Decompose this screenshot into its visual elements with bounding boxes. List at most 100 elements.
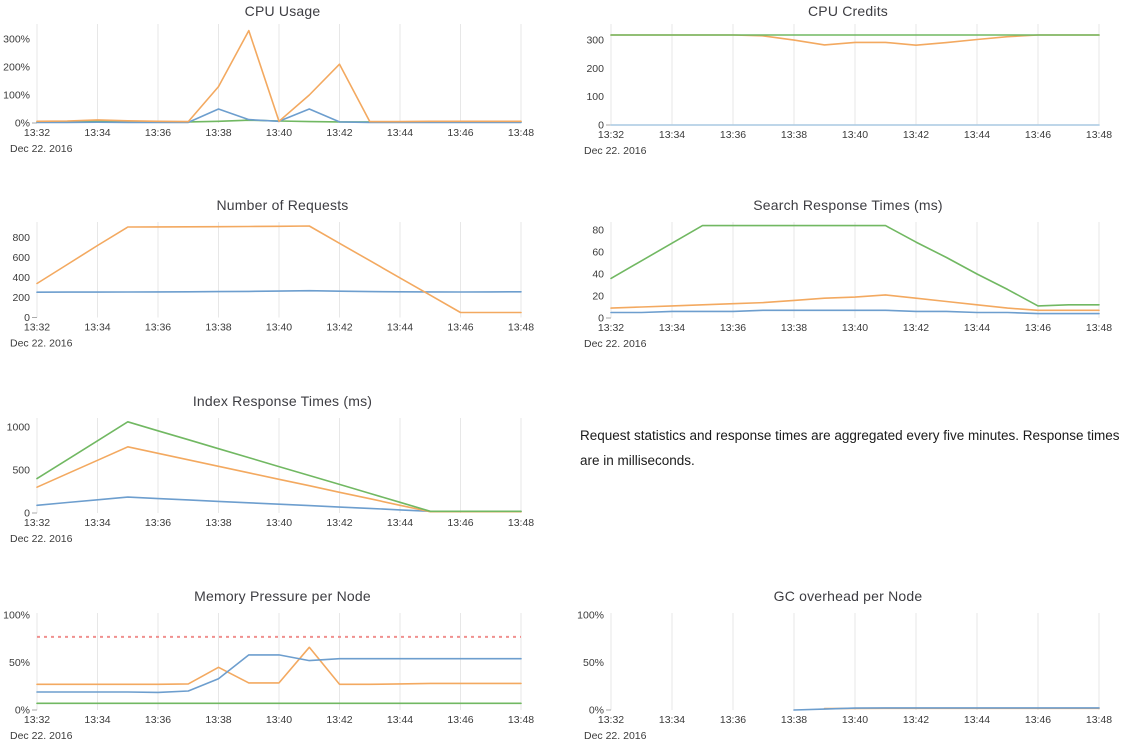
svg-text:0: 0 (24, 508, 30, 520)
svg-text:13:44: 13:44 (964, 714, 990, 726)
svg-text:0: 0 (598, 313, 604, 325)
chart-title-gc-overhead: GC overhead per Node (773, 588, 923, 604)
svg-text:13:38: 13:38 (781, 322, 807, 334)
svg-text:13:42: 13:42 (903, 129, 929, 141)
chart-canvas-cpu-credits: 0 100 200 300 13:32 13:34 13:36 13:38 13:40 13:42… (584, 24, 1112, 157)
svg-text:13:36: 13:36 (145, 517, 171, 529)
svg-text:80: 80 (592, 225, 604, 237)
svg-text:200: 200 (12, 292, 30, 304)
svg-text:13:42: 13:42 (326, 517, 352, 529)
svg-text:13:42: 13:42 (903, 322, 929, 334)
svg-text:13:42: 13:42 (903, 714, 929, 726)
svg-text:13:32: 13:32 (24, 714, 50, 726)
svg-text:13:38: 13:38 (781, 129, 807, 141)
chart-cpu-usage: CPU Usage 0% 100% 200% 300% 13:32 13:34 13:36 1… (0, 0, 565, 160)
svg-text:50%: 50% (583, 657, 604, 669)
svg-text:13:34: 13:34 (84, 714, 110, 726)
svg-text:13:36: 13:36 (145, 322, 171, 334)
svg-text:13:32: 13:32 (24, 127, 50, 139)
svg-text:13:32: 13:32 (24, 322, 50, 334)
chart-title-cpu-usage: CPU Usage (244, 3, 321, 19)
svg-text:13:36: 13:36 (145, 127, 171, 139)
svg-text:13:48: 13:48 (508, 517, 534, 529)
svg-text:13:34: 13:34 (84, 322, 110, 334)
svg-text:13:38: 13:38 (205, 517, 231, 529)
svg-text:13:44: 13:44 (387, 714, 413, 726)
chart-index-response-times: Index Response Times (ms) 0 500 1000 13:32 1… (0, 380, 565, 545)
chart-title-number-of-requests: Number of Requests (216, 197, 349, 213)
chart-canvas-gc-overhead: 0% 50% 100% 13:32 13:34 13:36 13:38 13:40 13:42 1… (577, 610, 1112, 741)
svg-text:13:44: 13:44 (387, 517, 413, 529)
svg-text:13:34: 13:34 (659, 714, 685, 726)
svg-text:13:38: 13:38 (205, 714, 231, 726)
svg-text:Dec 22. 2016: Dec 22. 2016 (10, 143, 73, 155)
svg-text:60: 60 (592, 247, 604, 259)
svg-text:Dec 22. 2016: Dec 22. 2016 (584, 730, 647, 741)
svg-text:13:48: 13:48 (508, 127, 534, 139)
svg-text:13:42: 13:42 (326, 127, 352, 139)
svg-text:300%: 300% (3, 34, 30, 46)
svg-text:13:36: 13:36 (720, 129, 746, 141)
svg-text:13:40: 13:40 (842, 322, 868, 334)
svg-text:13:32: 13:32 (598, 129, 624, 141)
svg-text:Dec 22. 2016: Dec 22. 2016 (10, 338, 73, 350)
svg-text:Dec 22. 2016: Dec 22. 2016 (10, 730, 73, 741)
svg-text:0: 0 (24, 312, 30, 324)
chart-title-cpu-credits: CPU Credits (808, 3, 888, 19)
svg-text:13:36: 13:36 (145, 714, 171, 726)
svg-text:13:40: 13:40 (842, 714, 868, 726)
svg-text:13:46: 13:46 (1025, 322, 1051, 334)
svg-text:13:44: 13:44 (387, 127, 413, 139)
chart-canvas-index-response-times: 0 500 1000 13:32 13:34 13:36 13:38 13:40 13:42 13… (7, 418, 534, 545)
svg-text:1000: 1000 (7, 422, 31, 434)
svg-text:13:44: 13:44 (964, 322, 990, 334)
svg-text:13:38: 13:38 (205, 322, 231, 334)
chart-canvas-number-of-requests: 0 200 400 600 800 13:32 13:34 13:36 13:38 13:40 13… (10, 222, 534, 350)
svg-text:0%: 0% (589, 705, 604, 717)
svg-text:Dec 22. 2016: Dec 22. 2016 (10, 533, 73, 545)
svg-text:13:34: 13:34 (659, 322, 685, 334)
chart-title-index-response-times: Index Response Times (ms) (192, 393, 373, 409)
svg-text:13:48: 13:48 (1086, 129, 1112, 141)
svg-text:13:42: 13:42 (326, 714, 352, 726)
chart-canvas-cpu-usage: 0% 100% 200% 300% 13:32 13:34 13:36 13:38 13:40 1… (3, 24, 534, 155)
svg-text:100%: 100% (577, 610, 604, 622)
svg-text:200%: 200% (3, 62, 30, 74)
svg-text:13:46: 13:46 (447, 322, 473, 334)
svg-text:600: 600 (12, 252, 30, 264)
svg-text:13:40: 13:40 (266, 517, 292, 529)
chart-canvas-search-response-times: 0 20 40 60 80 13:32 13:34 13:36 13:38 13:40 13:42 1… (584, 222, 1112, 350)
chart-title-memory-pressure: Memory Pressure per Node (194, 588, 371, 604)
svg-text:13:32: 13:32 (24, 517, 50, 529)
svg-text:400: 400 (12, 272, 30, 284)
chart-canvas-memory-pressure: 0% 50% 100% 13:32 13:34 13:36 13:38 13:40 13:42 1… (3, 610, 534, 741)
svg-text:13:38: 13:38 (205, 127, 231, 139)
svg-text:13:44: 13:44 (387, 322, 413, 334)
svg-text:13:40: 13:40 (266, 322, 292, 334)
svg-text:13:32: 13:32 (598, 322, 624, 334)
svg-text:100: 100 (586, 91, 604, 103)
svg-text:13:48: 13:48 (508, 322, 534, 334)
chart-gc-overhead: GC overhead per Node 0% 50% 100% 13:32 13:34… (565, 575, 1131, 741)
svg-text:13:40: 13:40 (842, 129, 868, 141)
svg-text:13:36: 13:36 (720, 322, 746, 334)
chart-search-response-times: Search Response Times (ms) 0 20 40 60 80 13:3… (565, 185, 1131, 350)
svg-text:200: 200 (586, 63, 604, 75)
svg-text:13:34: 13:34 (84, 127, 110, 139)
chart-memory-pressure: Memory Pressure per Node 0% 50% 100% 13:32 1… (0, 575, 565, 741)
svg-text:13:44: 13:44 (964, 129, 990, 141)
svg-text:13:42: 13:42 (326, 322, 352, 334)
svg-text:13:40: 13:40 (266, 714, 292, 726)
svg-text:Dec 22. 2016: Dec 22. 2016 (584, 338, 647, 350)
svg-text:13:46: 13:46 (447, 127, 473, 139)
svg-text:300: 300 (586, 35, 604, 47)
svg-text:40: 40 (592, 269, 604, 281)
svg-text:100%: 100% (3, 610, 30, 622)
svg-text:Dec 22. 2016: Dec 22. 2016 (584, 145, 647, 157)
svg-text:13:36: 13:36 (720, 714, 746, 726)
svg-text:0%: 0% (15, 705, 30, 717)
svg-text:13:32: 13:32 (598, 714, 624, 726)
chart-cpu-credits: CPU Credits 0 100 200 300 13:32 13:34 13:36 13:… (565, 0, 1131, 160)
svg-text:13:48: 13:48 (1086, 322, 1112, 334)
